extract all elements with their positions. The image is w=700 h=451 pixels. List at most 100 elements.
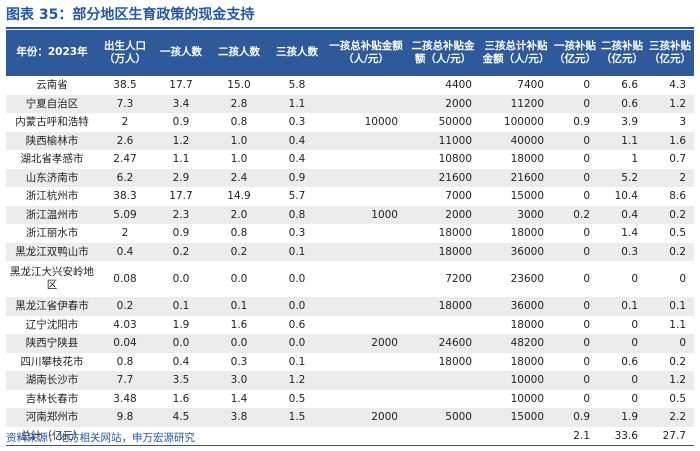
value-cell — [326, 224, 406, 243]
value-cell: 0.4 — [288, 153, 306, 165]
value-cell: 0.9 — [172, 116, 190, 128]
value-cell: 6.2 — [98, 168, 152, 187]
value-cell: 0.2 — [669, 355, 686, 368]
value-cell: 36000 — [480, 242, 552, 261]
value-cell: 3.5 — [152, 371, 210, 390]
value-cell: 3.0 — [210, 371, 268, 390]
value-cell: 17.7 — [169, 79, 193, 91]
value-cell: 4.3 — [669, 79, 686, 91]
value-cell: 0.0 — [230, 272, 248, 285]
region-cell: 云南省 — [36, 79, 68, 91]
value-cell: 2.2 — [646, 408, 694, 427]
value-cell: 0.7 — [669, 153, 686, 165]
value-cell: 2.8 — [210, 94, 268, 113]
value-cell: 3 — [679, 116, 686, 128]
value-cell — [326, 371, 406, 390]
value-cell: 0.1 — [152, 297, 210, 316]
value-cell: 0.5 — [669, 392, 686, 405]
value-cell — [98, 426, 152, 446]
value-cell: 0 — [583, 318, 590, 331]
value-cell: 18000 — [406, 242, 480, 261]
region-cell: 陕西榆林市 — [6, 131, 98, 150]
value-cell: 5.09 — [98, 205, 152, 224]
value-cell: 10.4 — [614, 190, 638, 202]
table-row: 内蒙古呼和浩特 2 0.9 0.8 0.3 10000 50000 100000 0.9 3.9 3 — [6, 113, 694, 132]
value-cell: 5.2 — [598, 168, 646, 187]
value-cell: 14.9 — [227, 190, 251, 202]
value-cell: 2000 — [406, 205, 480, 224]
value-cell: 3.9 — [621, 116, 638, 128]
value-cell — [326, 297, 406, 316]
table-row: 浙江杭州市 38.3 17.7 14.9 5.7 7000 15000 0 10.4 8.6 — [6, 187, 694, 206]
table-body: 云南省 38.5 17.7 15.0 5.8 4400 7400 0 6.6 4.3 宁夏自治区 7.… — [6, 76, 694, 446]
value-cell: 0.6 — [288, 318, 306, 331]
table-row: 湖北省孝感市 2.47 1.1 1.0 0.4 10800 18000 0 1 0.7 — [6, 150, 694, 169]
value-cell: 18000 — [438, 227, 472, 239]
column-header: 一孩总补贴金额（人/元） — [326, 30, 406, 76]
table-row: 山东济南市 6.2 2.9 2.4 0.9 21600 21600 0 5.2 2 — [6, 168, 694, 187]
value-cell: 0.8 — [116, 355, 134, 368]
region-cell: 湖南长沙市 — [6, 371, 98, 390]
value-cell: 0.3 — [288, 116, 306, 128]
value-cell: 0.5 — [288, 392, 306, 405]
region-cell: 河南郑州市 — [6, 408, 98, 427]
value-cell: 0.0 — [268, 297, 326, 316]
region-cell: 内蒙古呼和浩特 — [15, 116, 89, 128]
value-cell: 2.9 — [152, 168, 210, 187]
value-cell: 7000 — [445, 190, 472, 202]
column-header: 一孩人数 — [152, 30, 210, 76]
value-cell: 2.1 — [552, 426, 598, 446]
region-cell: 黑龙江省伊春市 — [6, 297, 98, 316]
value-cell: 1.2 — [268, 371, 326, 390]
value-cell: 1.4 — [230, 392, 248, 405]
value-cell: 36000 — [480, 297, 552, 316]
table-row: 四川攀枝花市 0.8 0.4 0.3 0.1 18000 18000 0 0.6 0.2 — [6, 353, 694, 372]
value-cell: 10000 — [480, 371, 552, 390]
value-cell: 2.0 — [210, 205, 268, 224]
value-cell: 2.3 — [152, 205, 210, 224]
title-underline — [6, 27, 694, 29]
value-cell: 1 — [631, 153, 638, 165]
value-cell: 9.8 — [98, 408, 152, 427]
total-label: 总计（亿元） — [6, 426, 98, 446]
value-cell: 1.2 — [152, 131, 210, 150]
value-cell: 0.8 — [230, 116, 248, 128]
value-cell: 15.0 — [227, 79, 251, 91]
value-cell: 0.08 — [113, 272, 137, 285]
value-cell: 5.7 — [288, 190, 306, 202]
figure-title: 图表 35：部分地区生育政策的现金支持 — [6, 7, 255, 23]
value-cell: 48200 — [480, 334, 552, 353]
table-row: 河南郑州市 9.8 4.5 3.8 1.5 2000 5000 15000 0.9 1.9 2.2 — [6, 408, 694, 427]
value-cell: 2.4 — [210, 168, 268, 187]
value-cell: 7200 — [445, 272, 472, 285]
column-header: 三孩补贴（亿元） — [646, 30, 694, 76]
value-cell: 1.9 — [598, 408, 646, 427]
value-cell: 0 — [583, 272, 590, 285]
value-cell: 0.9 — [268, 168, 326, 187]
column-header: 出生人口（万人） — [98, 30, 152, 76]
value-cell: 0 — [583, 190, 590, 202]
region-cell: 黑龙江大兴安岭地区 — [10, 266, 94, 291]
region-cell: 浙江杭州市 — [25, 190, 79, 202]
value-cell — [326, 187, 406, 206]
value-cell: 4.03 — [113, 318, 137, 331]
value-cell: 0 — [552, 131, 598, 150]
table-row: 湖南长沙市 7.7 3.5 3.0 1.2 10000 0 0 1.2 — [6, 371, 694, 390]
region-cell: 湖北省孝感市 — [20, 153, 84, 165]
value-cell: 1.2 — [646, 371, 694, 390]
value-cell: 0 — [583, 355, 590, 368]
value-cell: 10000 — [364, 116, 398, 128]
value-cell: 0 — [679, 272, 686, 285]
value-cell: 0 — [598, 334, 646, 353]
value-cell — [406, 390, 480, 409]
value-cell: 2000 — [326, 408, 406, 427]
value-cell: 2.6 — [98, 131, 152, 150]
value-cell: 1.0 — [230, 153, 248, 165]
value-cell: 21600 — [406, 168, 480, 187]
value-cell: 10800 — [438, 153, 472, 165]
value-cell: 2000 — [326, 334, 406, 353]
table-row: 宁夏自治区 7.3 3.4 2.8 1.1 2000 11200 0 0.6 1.2 — [6, 94, 694, 113]
value-cell: 18000 — [510, 318, 544, 331]
value-cell: 1.5 — [268, 408, 326, 427]
value-cell — [268, 426, 326, 446]
